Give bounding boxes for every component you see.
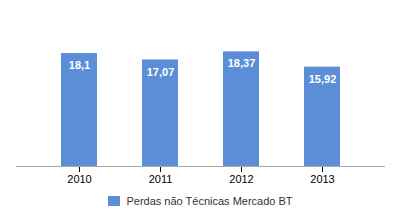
svg-text:2013: 2013 <box>310 173 334 185</box>
svg-text:17,07: 17,07 <box>147 66 175 78</box>
svg-text:2010: 2010 <box>67 173 91 185</box>
svg-text:15,92: 15,92 <box>309 73 337 85</box>
svg-text:18,1: 18,1 <box>69 59 90 71</box>
html-text:Perdas não Técnicas Mercado BT: Perdas não Técnicas Mercado BT <box>126 195 293 207</box>
svg-text:2012: 2012 <box>229 173 253 185</box>
svg-text:18,37: 18,37 <box>228 57 256 69</box>
svg-text:2011: 2011 <box>149 173 173 185</box>
